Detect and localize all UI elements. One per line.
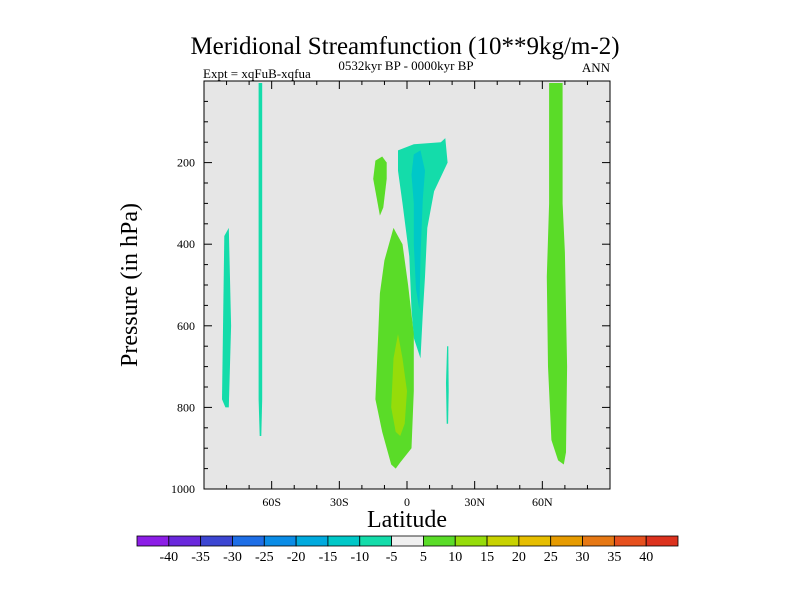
colorbar-label: 25 — [544, 550, 558, 565]
colorbar: -40 -35 -30 -25 -20 -15 -10 -5 5 10 15 20 25 30 35 40 — [136, 535, 679, 565]
colorbar-label: 10 — [448, 550, 462, 565]
chart-title: Meridional Streamfunction (10**9kg/m-2) — [190, 33, 619, 60]
colorbar-swatch — [295, 535, 329, 547]
colorbar-swatch — [391, 535, 424, 547]
colorbar-swatch — [550, 535, 583, 547]
contour-region-neg-5-78S-strip — [222, 227, 232, 408]
colorbar-label: 40 — [639, 550, 653, 565]
colorbar-label: -5 — [386, 550, 398, 565]
colorbar-swatch — [136, 535, 170, 547]
colorbar-label: -10 — [350, 550, 369, 565]
colorbar-swatch — [454, 535, 488, 547]
contour-region-pos-5-15S-blob — [373, 156, 387, 216]
y-tick-label: 200 — [177, 156, 195, 170]
y-tick-label: 1000 — [171, 482, 195, 496]
colorbar-swatch — [200, 535, 233, 547]
x-axis-label: Latitude — [367, 507, 447, 533]
contour-region-pos-10-lower-equatorial — [391, 334, 407, 436]
x-tick-label: 0 — [404, 495, 410, 509]
y-tick-label: 400 — [177, 237, 195, 251]
colorbar-label: -15 — [319, 550, 338, 565]
subtitle-center: 0532kyr BP - 0000kyr BP — [338, 58, 473, 73]
y-axis-label: Pressure (in hPa) — [117, 203, 143, 367]
colorbar-swatch — [645, 535, 679, 547]
colorbar-swatch — [582, 535, 615, 547]
colorbar-label: -20 — [287, 550, 306, 565]
colorbar-label: 30 — [576, 550, 590, 565]
colorbar-label: 35 — [607, 550, 621, 565]
subtitle-right: ANN — [582, 60, 611, 75]
contour-region-neg-5-upper-equatorial — [398, 138, 448, 359]
colorbar-swatch — [263, 535, 297, 547]
contour-region-neg-5-60S-column — [258, 83, 263, 436]
y-tick-label: 800 — [177, 400, 195, 414]
x-tick-label: 30S — [330, 495, 349, 509]
colorbar-label: -40 — [159, 550, 178, 565]
colorbar-swatch — [613, 535, 647, 547]
x-tick-label: 60N — [532, 495, 553, 509]
contour-region-neg-10-upper-equatorial — [411, 150, 425, 310]
x-tick-label: 60S — [262, 495, 281, 509]
contour-region-pos-5-65N-column — [546, 83, 568, 465]
x-tick-label: 30N — [464, 495, 485, 509]
colorbar-label: 15 — [480, 550, 494, 565]
colorbar-label: 5 — [420, 550, 427, 565]
colorbar-swatch — [359, 535, 392, 547]
colorbar-swatch — [168, 535, 202, 547]
colorbar-label: -30 — [223, 550, 242, 565]
y-tick-label: 600 — [177, 319, 195, 333]
subtitle-left: Expt = xqFuB-xqfua — [203, 66, 311, 81]
colorbar-swatch — [327, 535, 361, 547]
colorbar-swatch — [423, 535, 456, 547]
contour-region-neg-5-18N-sliver — [446, 346, 449, 424]
colorbar-swatch — [232, 535, 265, 547]
colorbar-swatch — [486, 535, 520, 547]
colorbar-label: -25 — [255, 550, 274, 565]
colorbar-swatch — [518, 535, 552, 547]
colorbar-label: 20 — [512, 550, 526, 565]
colorbar-label: -35 — [191, 550, 210, 565]
